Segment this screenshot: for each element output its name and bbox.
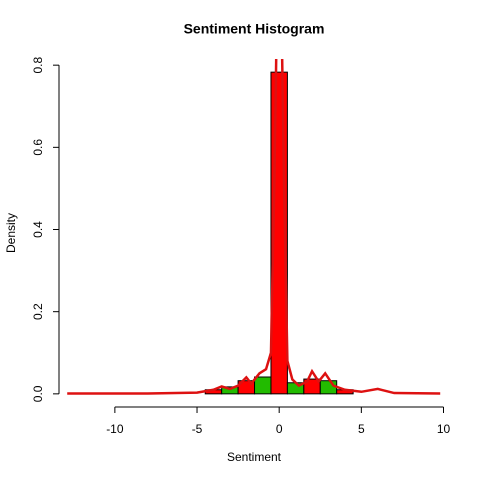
- density-line: [67, 59, 441, 395]
- y-tick-label: 0.4: [31, 221, 45, 238]
- x-axis-label: Sentiment: [227, 450, 282, 464]
- chart-title: Sentiment Histogram: [184, 21, 325, 37]
- x-tick-label: 0: [276, 422, 283, 436]
- plot-area: [67, 59, 441, 395]
- y-tick-label: 0.0: [31, 385, 45, 402]
- bar: [319, 380, 338, 395]
- x-tick-label: -5: [192, 422, 203, 436]
- y-tick-label: 0.8: [31, 56, 45, 73]
- y-axis-label: Density: [4, 213, 18, 253]
- y-tick-label: 0.6: [31, 139, 45, 156]
- bar: [254, 376, 272, 395]
- y-tick-label: 0.2: [31, 303, 45, 320]
- x-tick-label: 10: [437, 422, 451, 436]
- x-tick-label: -10: [106, 422, 124, 436]
- x-tick-label: 5: [358, 422, 365, 436]
